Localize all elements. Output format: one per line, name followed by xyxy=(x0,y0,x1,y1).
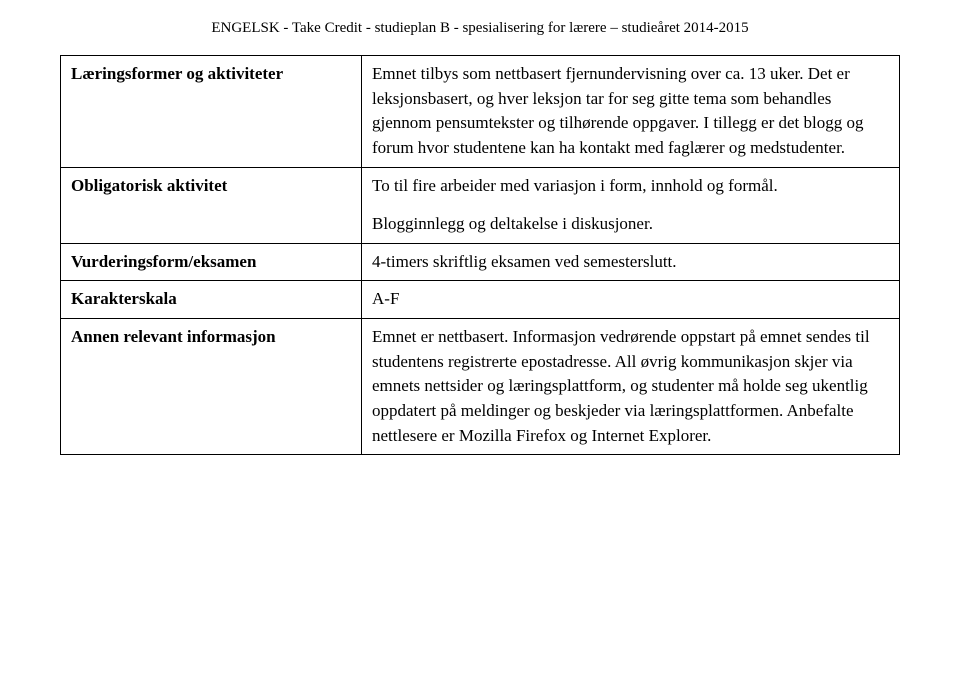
row-content: Emnet tilbys som nettbasert fjernundervi… xyxy=(362,56,900,168)
content-paragraph: Blogginnlegg og deltakelse i diskusjoner… xyxy=(372,212,889,237)
content-paragraph: Emnet er nettbasert. Informasjon vedrøre… xyxy=(372,325,889,448)
table-row: Annen relevant informasjon Emnet er nett… xyxy=(61,319,900,455)
page-header: ENGELSK - Take Credit - studieplan B - s… xyxy=(60,20,900,37)
table-row: Karakterskala A-F xyxy=(61,281,900,319)
row-content: To til fire arbeider med variasjon i for… xyxy=(362,167,900,243)
row-label: Obligatorisk aktivitet xyxy=(61,167,362,243)
content-paragraph: Emnet tilbys som nettbasert fjernundervi… xyxy=(372,62,889,161)
row-content: Emnet er nettbasert. Informasjon vedrøre… xyxy=(362,319,900,455)
table-row: Læringsformer og aktiviteter Emnet tilby… xyxy=(61,56,900,168)
row-label: Karakterskala xyxy=(61,281,362,319)
study-plan-table: Læringsformer og aktiviteter Emnet tilby… xyxy=(60,55,900,455)
table-row: Obligatorisk aktivitet To til fire arbei… xyxy=(61,167,900,243)
page-container: ENGELSK - Take Credit - studieplan B - s… xyxy=(0,0,960,475)
row-label: Annen relevant informasjon xyxy=(61,319,362,455)
content-paragraph: 4-timers skriftlig eksamen ved semesters… xyxy=(372,250,889,275)
content-paragraph: A-F xyxy=(372,287,889,312)
row-content: A-F xyxy=(362,281,900,319)
row-label: Vurderingsform/eksamen xyxy=(61,243,362,281)
table-row: Vurderingsform/eksamen 4-timers skriftli… xyxy=(61,243,900,281)
row-label: Læringsformer og aktiviteter xyxy=(61,56,362,168)
content-paragraph: To til fire arbeider med variasjon i for… xyxy=(372,174,889,199)
row-content: 4-timers skriftlig eksamen ved semesters… xyxy=(362,243,900,281)
